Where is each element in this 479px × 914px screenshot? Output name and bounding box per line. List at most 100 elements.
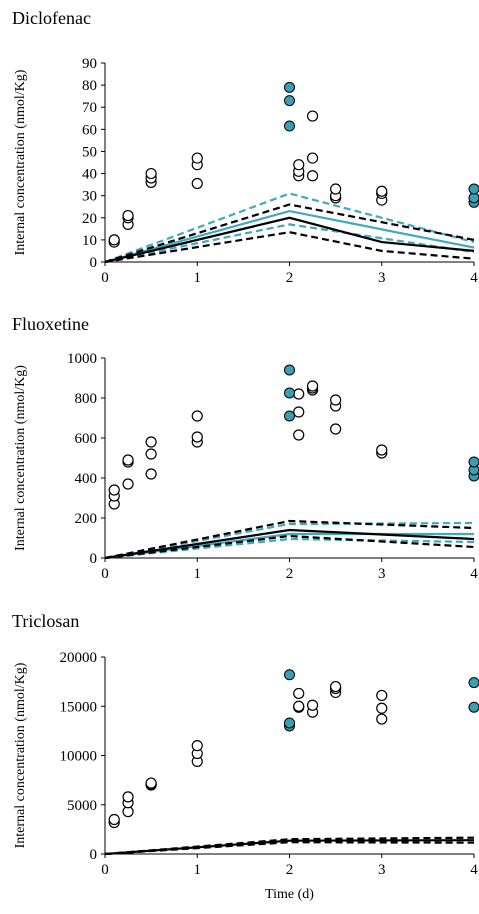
model-line xyxy=(104,528,475,560)
y-tick-label: 5000 xyxy=(67,798,97,814)
y-tick-label: 1000 xyxy=(67,351,97,367)
chart-title: Fluoxetine xyxy=(12,314,89,334)
model-ci-line xyxy=(104,534,475,560)
y-tick-label: 40 xyxy=(82,167,97,183)
x-tick-label: 1 xyxy=(194,566,202,582)
data-point-open xyxy=(145,436,157,448)
y-tick-label: 600 xyxy=(75,431,98,447)
y-tick-label: 400 xyxy=(75,471,98,487)
data-point-filled xyxy=(284,387,295,399)
y-tick-label: 90 xyxy=(82,56,97,72)
data-point-open xyxy=(191,431,203,443)
data-point-filled xyxy=(468,456,479,468)
x-tick-label: 4 xyxy=(470,566,478,582)
data-point-open xyxy=(122,478,134,490)
y-axis-label: Internal concentration (nmol/Kg) xyxy=(13,365,28,551)
y-tick-label: 15000 xyxy=(60,699,98,715)
chart-panel-2: Triclosan 0 5000 10000 15000 20000 0 1 2 3 4 Intern… xyxy=(12,611,479,902)
x-tick-label: 3 xyxy=(378,566,386,582)
x-tick-label: 1 xyxy=(194,270,202,286)
data-point-open xyxy=(306,170,319,182)
y-tick-label: 20 xyxy=(82,211,97,227)
chart-panel-1: Fluoxetine 0 200 400 600 800 1000 0 1 2 3 4 Internal… xyxy=(12,314,479,582)
data-point-open xyxy=(145,167,157,180)
data-point-open xyxy=(122,791,134,803)
x-tick-label: 4 xyxy=(470,862,478,878)
data-point-open xyxy=(122,454,134,466)
y-tick-label: 200 xyxy=(75,511,98,527)
data-point-open xyxy=(293,406,305,418)
data-point-open xyxy=(191,410,203,422)
y-tick-label: 80 xyxy=(82,78,97,94)
x-tick-label: 3 xyxy=(378,270,386,286)
model-ci-line xyxy=(104,841,475,856)
chart-title: Diclofenac xyxy=(12,8,91,28)
data-point-filled xyxy=(284,81,295,93)
data-point-open xyxy=(293,700,305,712)
model-line xyxy=(104,216,475,264)
data-point-open xyxy=(145,468,157,480)
x-tick-label: 2 xyxy=(286,566,294,582)
data-point-open xyxy=(108,484,120,496)
data-point-open xyxy=(306,110,319,122)
x-tick-label: 2 xyxy=(286,270,294,286)
data-point-filled xyxy=(284,95,295,107)
model-line xyxy=(104,209,475,264)
data-point-open xyxy=(293,687,305,700)
data-point-open xyxy=(330,183,342,195)
data-point-open xyxy=(191,740,203,752)
data-point-open xyxy=(122,209,134,222)
data-point-open xyxy=(330,423,342,435)
x-tick-label: 0 xyxy=(101,566,109,582)
data-point-filled xyxy=(284,717,295,729)
model-ci-line xyxy=(104,203,475,264)
data-point-open xyxy=(293,159,305,171)
y-tick-label: 20000 xyxy=(60,650,98,666)
data-point-open xyxy=(376,689,388,702)
y-tick-label: 70 xyxy=(82,100,97,116)
data-point-open xyxy=(191,152,203,164)
data-point-open xyxy=(145,777,157,789)
data-point-open xyxy=(306,152,319,164)
data-point-open xyxy=(108,234,120,246)
y-tick-label: 0 xyxy=(90,551,98,567)
data-point-open xyxy=(376,713,388,725)
data-point-open xyxy=(376,444,388,456)
data-point-open xyxy=(191,177,203,190)
model-line xyxy=(104,532,474,560)
data-point-filled xyxy=(284,120,295,132)
y-tick-label: 800 xyxy=(75,391,98,407)
data-point-filled xyxy=(468,677,479,689)
x-tick-label: 4 xyxy=(470,270,478,286)
data-point-open xyxy=(306,699,319,711)
y-tick-label: 0 xyxy=(90,255,98,271)
data-point-filled xyxy=(284,669,295,681)
x-tick-label: 3 xyxy=(378,862,386,878)
data-point-filled xyxy=(468,701,479,713)
data-point-open xyxy=(376,702,388,714)
y-tick-label: 0 xyxy=(90,847,98,863)
data-point-filled xyxy=(284,364,295,376)
y-axis-label: Internal concentration (nmol/Kg) xyxy=(13,662,28,848)
x-tick-label: 2 xyxy=(286,862,294,878)
chart-panel-0: Diclofenac 0 10 20 30 40 50 60 70 80 90 0 1 2 3 4 Intern… xyxy=(12,8,479,286)
model-ci-line xyxy=(104,223,475,264)
data-point-open xyxy=(293,388,305,400)
x-tick-label: 0 xyxy=(101,862,109,878)
data-point-open xyxy=(145,448,157,460)
data-point-filled xyxy=(284,410,295,422)
data-point-filled xyxy=(468,183,479,195)
model-ci-line xyxy=(104,521,475,560)
x-tick-label: 1 xyxy=(194,862,202,878)
y-tick-label: 10000 xyxy=(60,749,98,765)
data-point-open xyxy=(330,680,342,693)
data-point-open xyxy=(293,429,305,441)
model-ci-line xyxy=(104,519,475,560)
y-tick-label: 60 xyxy=(82,122,97,138)
model-ci-line xyxy=(104,192,475,264)
chart-title: Triclosan xyxy=(12,611,79,631)
model-ci-line xyxy=(104,231,475,264)
y-axis-label: Internal concentration (nmol/Kg) xyxy=(13,69,28,255)
y-tick-label: 50 xyxy=(82,144,97,160)
